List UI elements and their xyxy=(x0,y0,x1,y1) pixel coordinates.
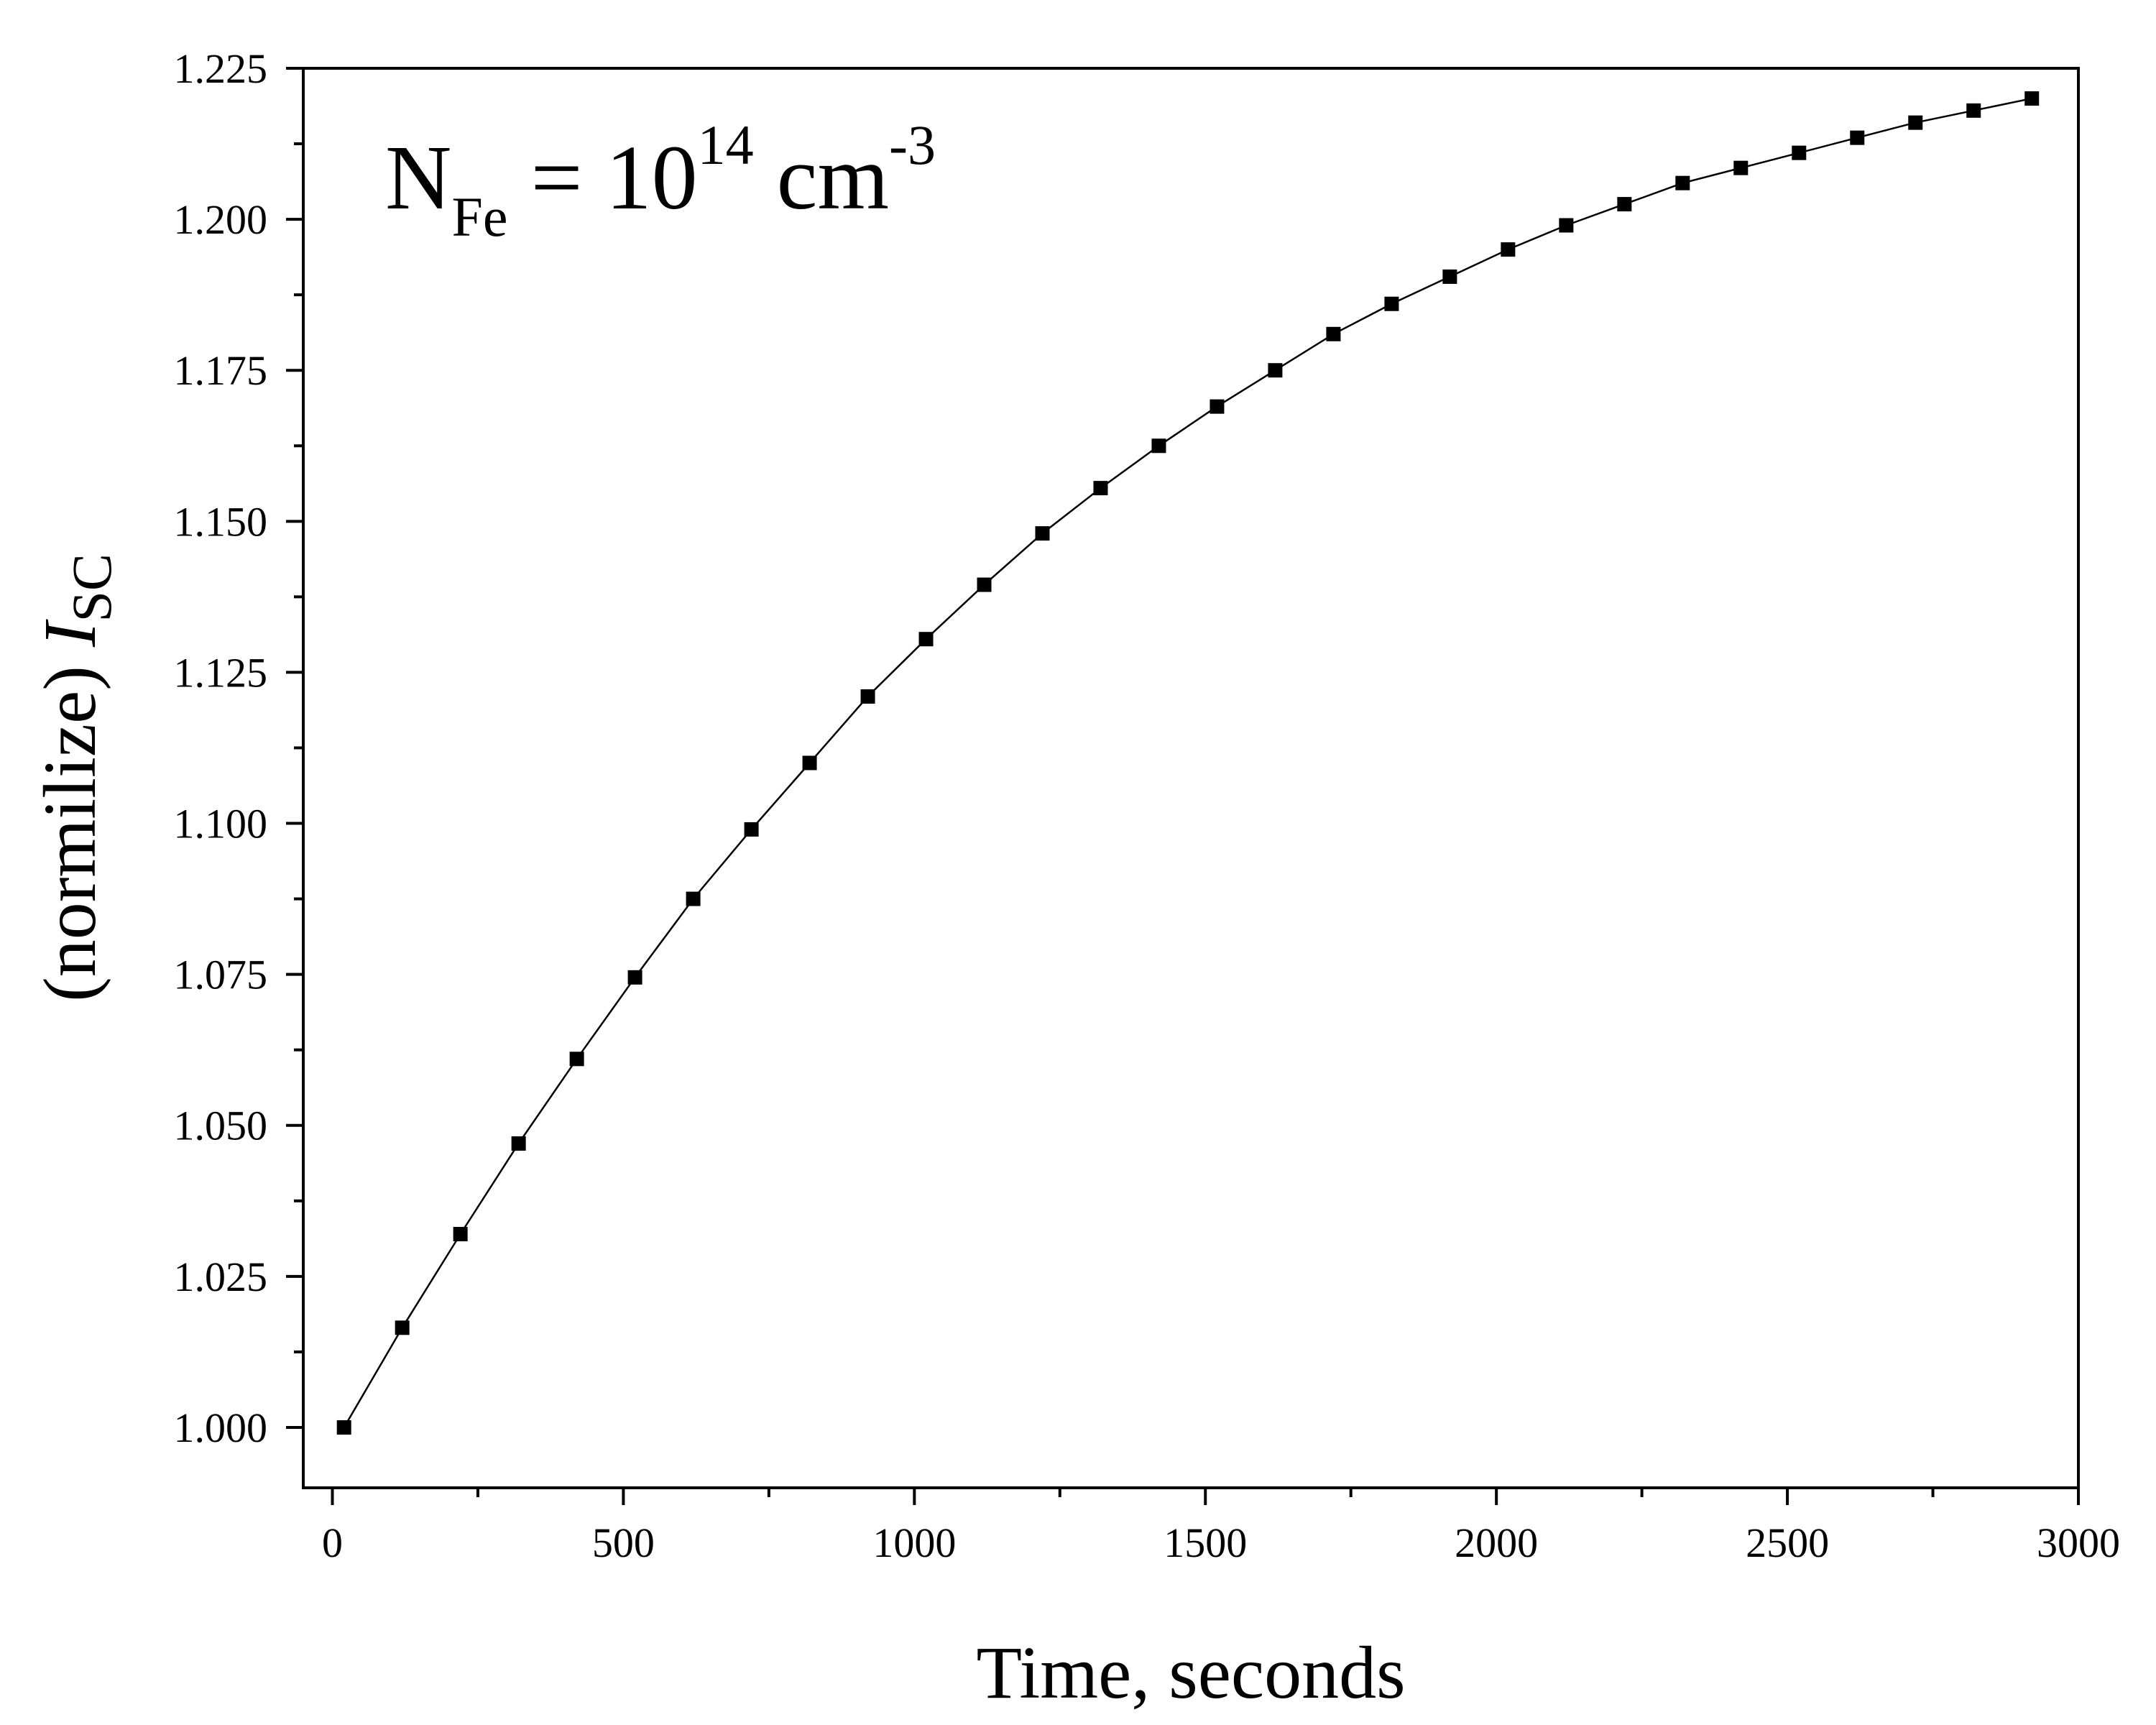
data-point xyxy=(1093,481,1108,496)
y-axis: 1.000 1.025 1.050 1.075 1.100 1.125 1.150 1.175… xyxy=(174,45,303,1451)
plot-frame xyxy=(302,67,2080,1489)
data-point xyxy=(1326,326,1341,341)
data-point xyxy=(395,1320,410,1335)
data-point xyxy=(860,689,875,704)
x-tick-label: 2500 xyxy=(1746,1519,1829,1566)
y-tick-label: 1.225 xyxy=(174,45,268,92)
y-axis-title: (normilize) ISC xyxy=(29,553,123,1002)
data-point xyxy=(569,1052,584,1067)
x-axis-title: Time, seconds xyxy=(976,1632,1405,1714)
data-point xyxy=(1559,218,1574,233)
x-tick-label: 500 xyxy=(592,1519,655,1566)
x-tick-label: 1000 xyxy=(872,1519,956,1566)
series-line xyxy=(343,97,2032,1428)
y-tick-label: 1.125 xyxy=(174,649,268,696)
data-point xyxy=(1210,399,1225,414)
data-point xyxy=(1850,130,1865,145)
data-point xyxy=(1501,242,1516,257)
data-point xyxy=(1442,269,1457,284)
data-point xyxy=(744,822,759,837)
y-tick-label: 1.075 xyxy=(174,952,268,998)
y-tick-label: 1.000 xyxy=(174,1404,268,1451)
y-tick-label: 1.150 xyxy=(174,498,268,545)
data-point xyxy=(1733,160,1749,175)
x-tick-label: 1500 xyxy=(1164,1519,1247,1566)
x-tick-label: 2000 xyxy=(1455,1519,1538,1566)
data-point xyxy=(511,1136,526,1151)
y-tick-label: 1.100 xyxy=(174,801,268,847)
data-point xyxy=(1151,438,1166,454)
data-point xyxy=(1675,175,1690,190)
y-tick-label: 1.175 xyxy=(174,347,268,394)
data-point xyxy=(1384,296,1399,311)
y-tick-label: 1.025 xyxy=(174,1254,268,1300)
data-point xyxy=(453,1227,468,1242)
x-axis: 0 500 1000 1500 2000 2500 3000 xyxy=(322,1488,2120,1566)
data-point xyxy=(1966,103,1981,118)
data-point xyxy=(686,891,701,906)
data-point xyxy=(1617,197,1632,212)
x-tick-label: 3000 xyxy=(2037,1519,2120,1566)
data-point xyxy=(1792,145,1807,160)
data-point xyxy=(627,970,642,985)
data-point xyxy=(1268,363,1283,378)
data-point xyxy=(918,632,934,647)
data-point xyxy=(2024,91,2040,106)
data-point xyxy=(336,1420,351,1435)
data-point xyxy=(1035,526,1050,541)
annotation: NFe = 1014 cm-3 xyxy=(385,114,936,248)
data-point xyxy=(1908,115,1923,130)
x-tick-label: 0 xyxy=(322,1519,343,1566)
data-point xyxy=(977,577,992,592)
y-tick-label: 1.050 xyxy=(174,1103,268,1149)
y-tick-label: 1.200 xyxy=(174,196,268,243)
series-group xyxy=(336,91,2040,1435)
data-point xyxy=(802,755,817,770)
